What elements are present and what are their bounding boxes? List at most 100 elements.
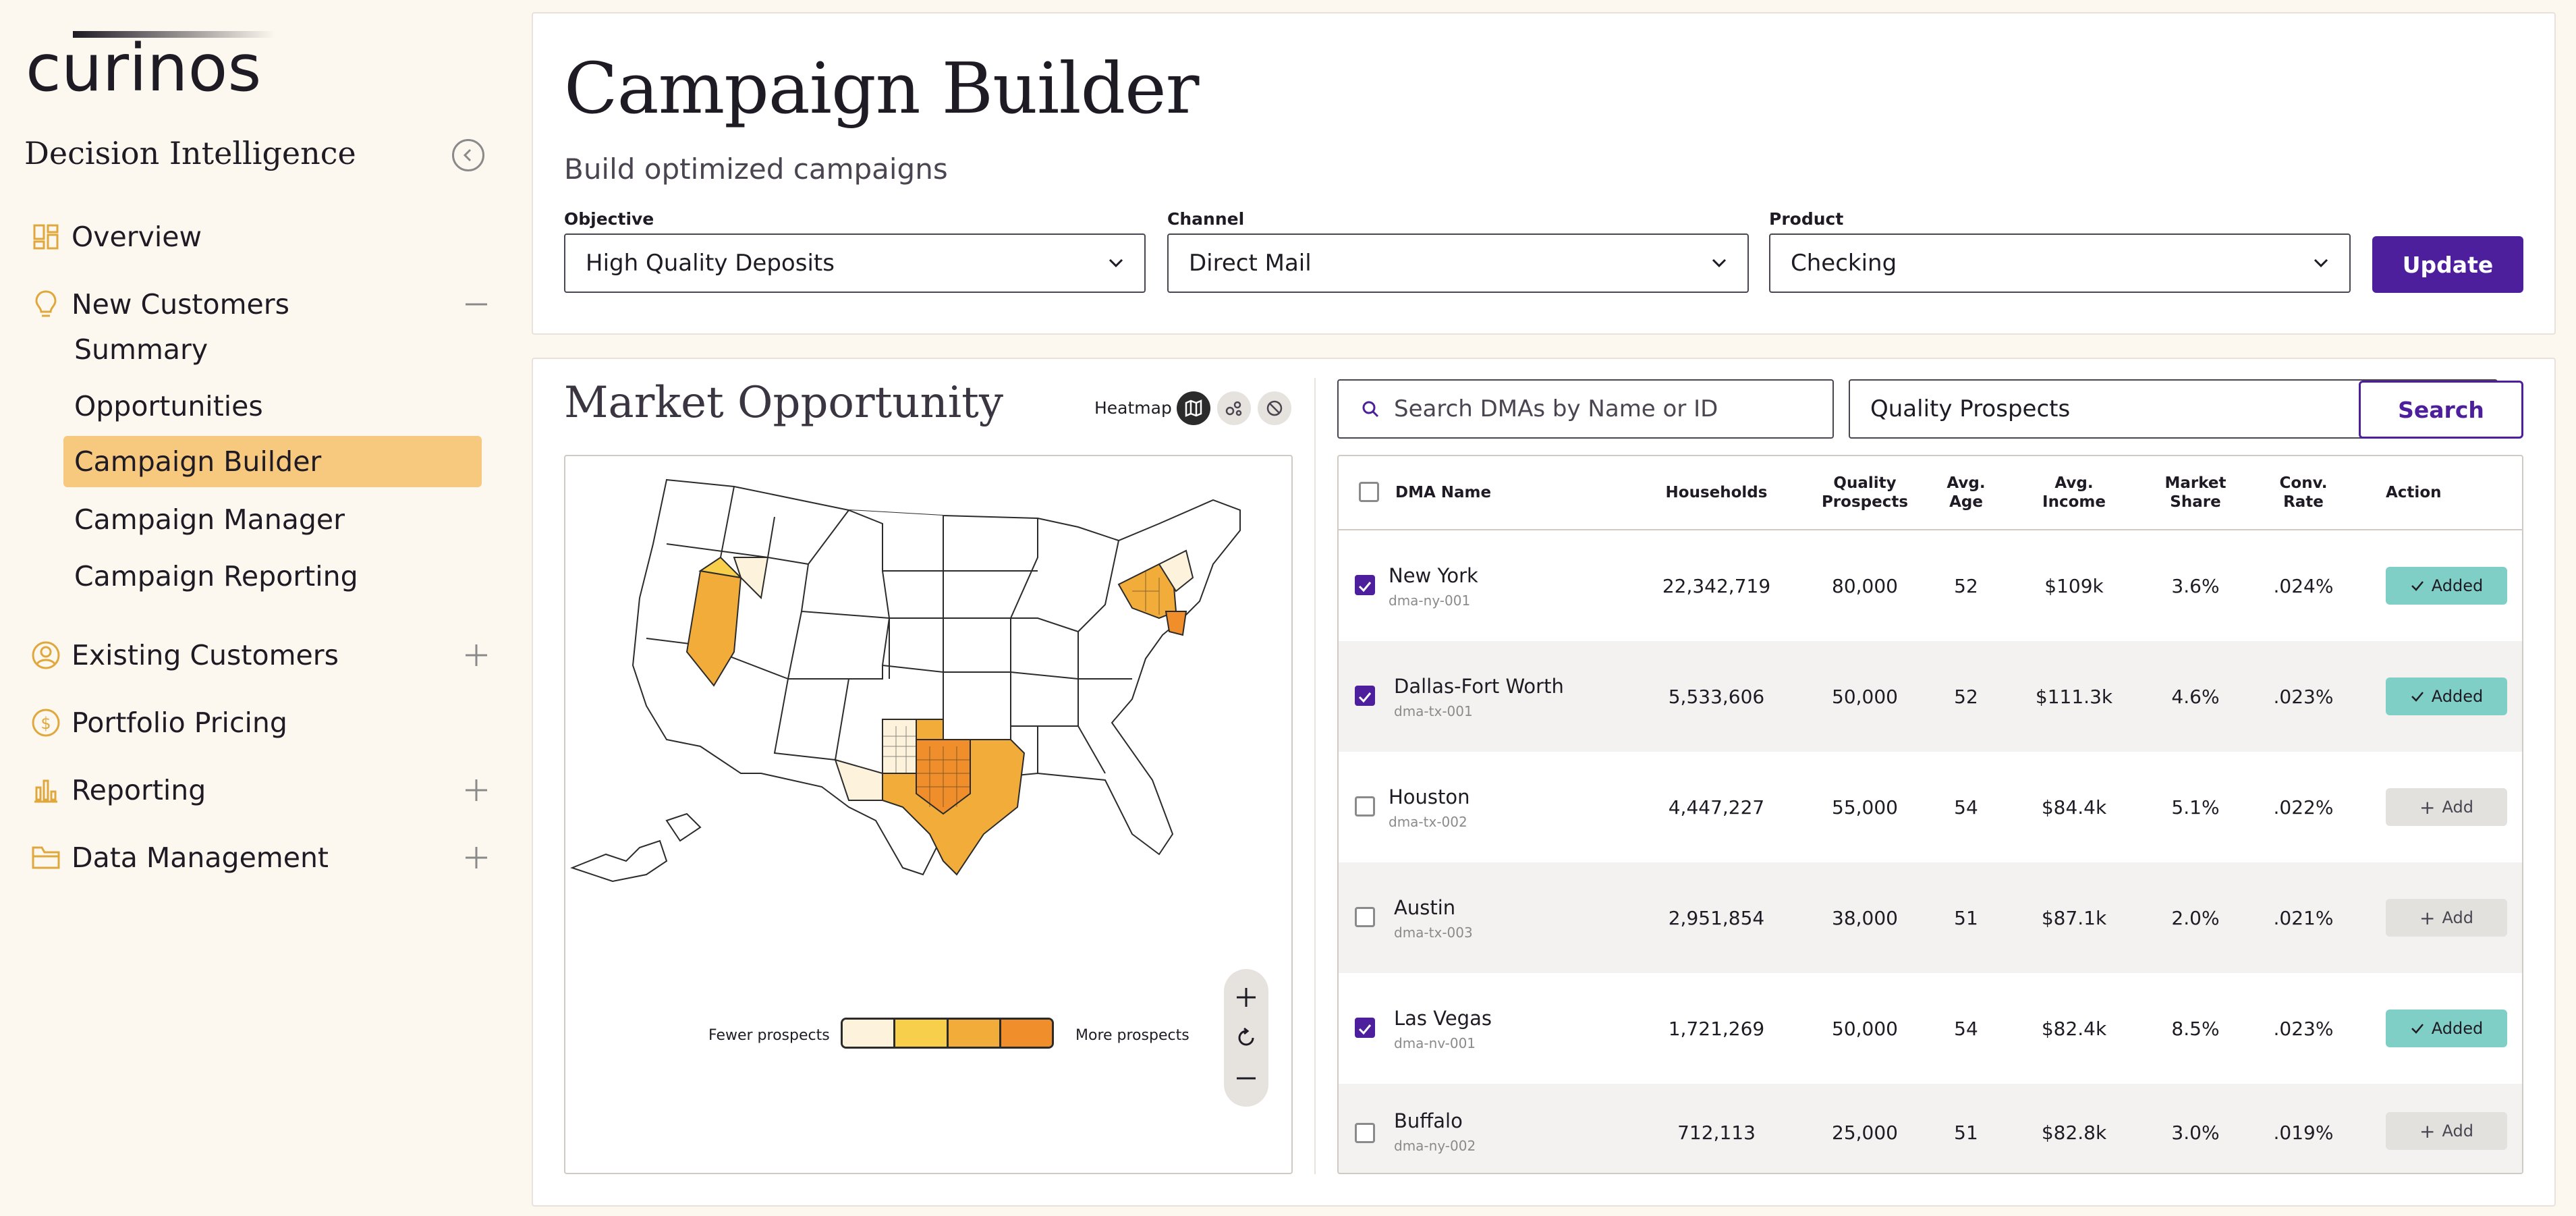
income-value: $82.8k — [2041, 1122, 2107, 1144]
legend-swatch-4 — [1001, 1020, 1052, 1047]
added-button[interactable]: Added — [2386, 567, 2507, 605]
share-value: 5.1% — [2171, 796, 2220, 819]
nav-subitem-campaign-manager[interactable]: Campaign Manager — [74, 503, 345, 536]
row-checkbox[interactable] — [1355, 1018, 1375, 1038]
dma-id: dma-ny-002 — [1394, 1138, 1476, 1154]
row-checkbox[interactable] — [1355, 907, 1375, 927]
nav-item-new-customers[interactable]: New Customers — [30, 281, 488, 328]
lightbulb-icon — [30, 288, 62, 321]
header-line: Age — [1949, 493, 1983, 511]
product-select[interactable]: Checking — [1769, 233, 2351, 293]
nav-item-portfolio-pricing[interactable]: $ Portfolio Pricing — [30, 699, 488, 746]
us-map-shape — [570, 478, 1241, 883]
update-button[interactable]: Update — [2372, 236, 2523, 293]
expand-plus-icon[interactable] — [464, 778, 488, 802]
us-heatmap[interactable]: Fewer prospects More prospects — [564, 455, 1293, 1174]
plus-icon: + — [2419, 796, 2436, 819]
nav-item-existing-customers[interactable]: Existing Customers — [30, 632, 488, 679]
share-value: 8.5% — [2171, 1018, 2220, 1040]
header-households: Households — [1665, 484, 1768, 501]
header-line: Market — [2164, 474, 2227, 492]
collapse-sidebar-button[interactable] — [452, 139, 484, 171]
table-row: Austin dma-tx-003 2,951,854 38,000 51 $8… — [1339, 862, 2522, 973]
objective-label: Objective — [564, 209, 654, 229]
chevron-left-icon — [463, 148, 472, 162]
plus-icon: + — [2419, 906, 2436, 929]
disable-heatmap-toggle[interactable] — [1258, 391, 1291, 425]
row-checkbox[interactable] — [1355, 796, 1375, 817]
action-label: Add — [2442, 798, 2473, 817]
heatmap-label: Heatmap — [1094, 398, 1172, 418]
households-value: 4,447,227 — [1668, 796, 1765, 819]
dma-id: dma-tx-002 — [1389, 814, 1467, 830]
row-checkbox[interactable] — [1355, 1123, 1375, 1143]
map-view-toggle[interactable] — [1177, 391, 1210, 425]
dma-name: Buffalo — [1394, 1109, 1463, 1132]
header-line: Prospects — [1821, 493, 1909, 511]
age-value: 52 — [1954, 575, 1978, 597]
income-value: $84.4k — [2041, 796, 2107, 819]
nav-label: Reporting — [72, 774, 206, 806]
nav-subitem-opportunities[interactable]: Opportunities — [74, 390, 263, 422]
households-value: 712,113 — [1677, 1122, 1756, 1144]
action-label: Added — [2431, 687, 2484, 706]
heatmap-legend — [841, 1018, 1054, 1049]
share-value: 3.0% — [2171, 1122, 2220, 1144]
nav-subitem-campaign-builder[interactable]: Campaign Builder — [63, 436, 482, 487]
legend-high-label: More prospects — [1075, 1027, 1189, 1044]
nav-item-reporting[interactable]: Reporting — [30, 767, 488, 814]
prospects-value: 25,000 — [1832, 1122, 1898, 1144]
chevron-down-icon — [2314, 258, 2328, 268]
added-button[interactable]: Added — [2386, 678, 2507, 715]
zoom-out-icon[interactable] — [1235, 1067, 1258, 1090]
objective-value: High Quality Deposits — [586, 250, 835, 277]
nav-item-data-management[interactable]: Data Management — [30, 834, 488, 881]
svg-text:curinos: curinos — [26, 30, 261, 97]
dma-search-input[interactable]: Search DMAs by Name or ID — [1337, 379, 1834, 439]
collapse-minus-icon[interactable] — [464, 292, 488, 316]
expand-plus-icon[interactable] — [464, 643, 488, 667]
households-value: 22,342,719 — [1662, 575, 1771, 597]
nav-subitem-summary[interactable]: Summary — [74, 333, 208, 366]
header-action: Action — [2386, 484, 2442, 501]
share-value: 4.6% — [2171, 686, 2220, 708]
map-zoom-controls — [1224, 969, 1268, 1107]
dma-name: Houston — [1389, 785, 1470, 808]
cluster-view-toggle[interactable] — [1217, 391, 1251, 425]
header-quality-prospects: Quality Prospects — [1811, 474, 1919, 512]
add-button[interactable]: + Add — [2386, 1112, 2507, 1150]
search-button[interactable]: Search — [2359, 381, 2523, 439]
prospects-value: 38,000 — [1832, 907, 1898, 929]
dma-table: DMA Name Households Quality Prospects Avg… — [1337, 455, 2523, 1174]
channel-select[interactable]: Direct Mail — [1167, 233, 1749, 293]
prospects-value: 50,000 — [1832, 686, 1898, 708]
chevron-down-icon — [1109, 258, 1123, 268]
add-button[interactable]: + Add — [2386, 788, 2507, 826]
header-line: Conv. — [2279, 474, 2328, 492]
reset-view-icon[interactable] — [1235, 1026, 1258, 1049]
dashboard-icon — [30, 221, 62, 253]
added-button[interactable]: Added — [2386, 1010, 2507, 1047]
income-value: $109k — [2044, 575, 2104, 597]
row-checkbox[interactable] — [1355, 575, 1375, 595]
prospect-filter-select[interactable]: Quality Prospects — [1849, 379, 2498, 439]
header-line: Avg. — [1947, 474, 1986, 492]
nav-item-overview[interactable]: Overview — [30, 213, 488, 260]
conv-value: .019% — [2273, 1122, 2334, 1144]
curinos-logo: curinos — [26, 30, 282, 106]
dma-id: dma-tx-001 — [1394, 703, 1473, 719]
dollar-icon: $ — [30, 707, 62, 739]
folder-icon — [30, 841, 62, 874]
zoom-in-icon[interactable] — [1235, 986, 1258, 1009]
legend-swatch-1 — [843, 1020, 896, 1047]
dma-id: dma-ny-001 — [1389, 592, 1471, 609]
row-checkbox[interactable] — [1355, 686, 1375, 706]
objective-select[interactable]: High Quality Deposits — [564, 233, 1146, 293]
income-value: $82.4k — [2041, 1018, 2107, 1040]
nav-subitem-campaign-reporting[interactable]: Campaign Reporting — [74, 560, 358, 592]
user-circle-icon — [30, 639, 62, 671]
select-all-checkbox[interactable] — [1359, 482, 1379, 502]
bar-chart-icon — [30, 774, 62, 806]
add-button[interactable]: + Add — [2386, 899, 2507, 937]
expand-plus-icon[interactable] — [464, 846, 488, 870]
